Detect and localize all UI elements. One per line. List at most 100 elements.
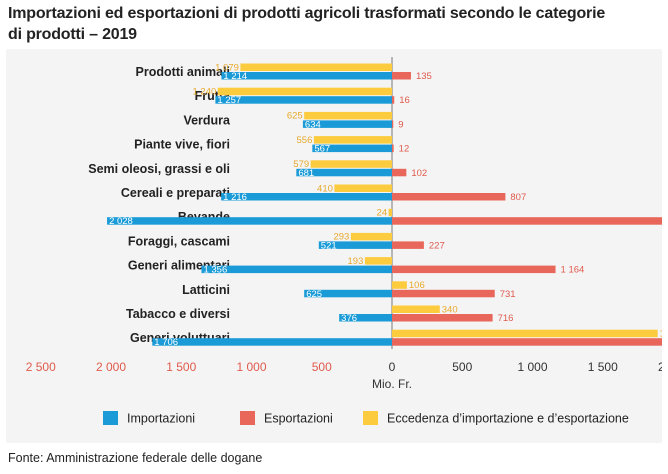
category-label: Cereali e preparati [121, 186, 230, 200]
export-bar [392, 217, 662, 225]
import-bar [312, 144, 392, 153]
surplus-value-label: 1 240 [192, 87, 216, 98]
export-bar [392, 265, 556, 274]
category-label: Semi oleosi, grassi e oli [88, 162, 230, 176]
export-value-label: 731 [500, 289, 516, 300]
export-value-label: 716 [498, 313, 514, 324]
surplus-value-label: 193 [348, 256, 364, 267]
surplus-value-label: 24 [377, 208, 388, 219]
export-bar [392, 241, 424, 249]
surplus-bar [217, 87, 392, 96]
legend-esportazioni-label: Esportazioni [264, 412, 333, 426]
legend-eccedenza-swatch [363, 411, 378, 425]
import-bar [107, 217, 392, 225]
import-value-label: 1 706 [154, 337, 178, 348]
import-bar [304, 289, 392, 298]
surplus-value-label: 1 079 [215, 62, 239, 73]
export-bar [392, 193, 506, 201]
import-value-label: 567 [314, 144, 330, 155]
surplus-bar [313, 136, 392, 144]
surplus-bar [310, 160, 392, 168]
chart-title-line-1: Importazioni ed esportazioni di prodotti… [8, 5, 606, 22]
export-bar [392, 144, 394, 153]
surplus-bar [388, 208, 392, 217]
import-bar [152, 338, 392, 346]
import-value-label: 1 216 [223, 192, 247, 203]
surplus-bar [392, 305, 440, 313]
legend-importazioni-swatch [103, 411, 118, 425]
legend-esportazioni-swatch [240, 411, 255, 425]
export-value-label: 16 [399, 95, 410, 106]
surplus-value-label: 106 [409, 280, 425, 291]
surplus-bar [392, 281, 407, 289]
import-value-label: 2 028 [109, 216, 133, 227]
import-bar [339, 314, 392, 322]
export-bar [392, 120, 394, 128]
export-bar [392, 168, 407, 177]
import-value-label: 1 257 [217, 95, 241, 106]
import-value-label: 376 [341, 313, 357, 324]
x-tick-label: 1 000 [517, 360, 547, 374]
x-axis-unit-label: Mio. Fr. [372, 377, 412, 391]
category-label: Prodotti animali [136, 65, 230, 79]
chart-panel: Prodotti animali 1 079 1 214 135 Frutta 1 240… [6, 49, 662, 443]
surplus-value-label: 579 [293, 159, 309, 170]
export-value-label: 9 [398, 119, 403, 130]
import-bar [296, 168, 392, 177]
x-tick-label: 1 500 [166, 360, 196, 374]
surplus-bar [240, 63, 392, 71]
chart-title-line-2: di prodotti – 2019 [8, 26, 137, 43]
import-value-label: 681 [298, 168, 314, 179]
x-tick-label: 0 [389, 360, 396, 374]
surplus-value-label: 625 [287, 111, 303, 122]
x-tick-label: 1 000 [236, 360, 266, 374]
import-bar [201, 265, 392, 274]
x-tick-label: 2 000 [658, 360, 662, 374]
import-bar [302, 120, 392, 128]
x-tick-label: 500 [312, 360, 332, 374]
chart-title: Importazioni ed esportazioni di prodotti… [8, 3, 648, 45]
legend-eccedenza-label: Eccedenza d’importazione e d’esportazion… [387, 412, 629, 426]
surplus-bar [392, 329, 658, 338]
surplus-bar [364, 257, 392, 265]
category-label: Verdura [183, 113, 231, 127]
export-bar [392, 289, 495, 298]
category-label: Foraggi, cascami [128, 234, 230, 248]
x-tick-label: 2 000 [96, 360, 126, 374]
import-value-label: 634 [305, 119, 321, 130]
export-bar [392, 72, 411, 80]
import-bar [221, 72, 392, 80]
import-bar [318, 241, 392, 249]
source-note: Fonte: Amministrazione federale delle do… [8, 451, 263, 465]
import-value-label: 1 356 [203, 265, 227, 276]
surplus-value-label: 1 891 [660, 329, 662, 340]
x-tick-label: 500 [452, 360, 472, 374]
export-value-label: 1 164 [561, 265, 585, 276]
export-bar [392, 314, 493, 322]
import-bar [215, 96, 392, 104]
export-value-label: 102 [411, 168, 427, 179]
import-value-label: 625 [306, 289, 322, 300]
import-bar [221, 193, 392, 201]
surplus-value-label: 293 [333, 232, 349, 243]
export-value-label: 12 [399, 144, 410, 155]
surplus-bar [334, 184, 392, 192]
x-tick-label: 1 500 [588, 360, 618, 374]
export-value-label: 227 [429, 240, 445, 251]
export-bar [392, 338, 662, 346]
surplus-bar [304, 111, 392, 120]
export-value-label: 807 [510, 192, 526, 203]
surplus-value-label: 410 [317, 183, 333, 194]
x-tick-label: 2 500 [26, 360, 56, 374]
surplus-bar [350, 232, 392, 241]
import-value-label: 521 [321, 240, 337, 251]
surplus-value-label: 556 [297, 135, 313, 146]
category-label: Piante vive, fiori [134, 138, 230, 152]
category-label: Latticini [182, 283, 230, 297]
surplus-value-label: 340 [442, 304, 458, 315]
import-value-label: 1 214 [223, 71, 247, 82]
category-label: Tabacco e diversi [126, 307, 230, 321]
legend-importazioni-label: Importazioni [127, 412, 195, 426]
export-value-label: 135 [416, 71, 432, 82]
